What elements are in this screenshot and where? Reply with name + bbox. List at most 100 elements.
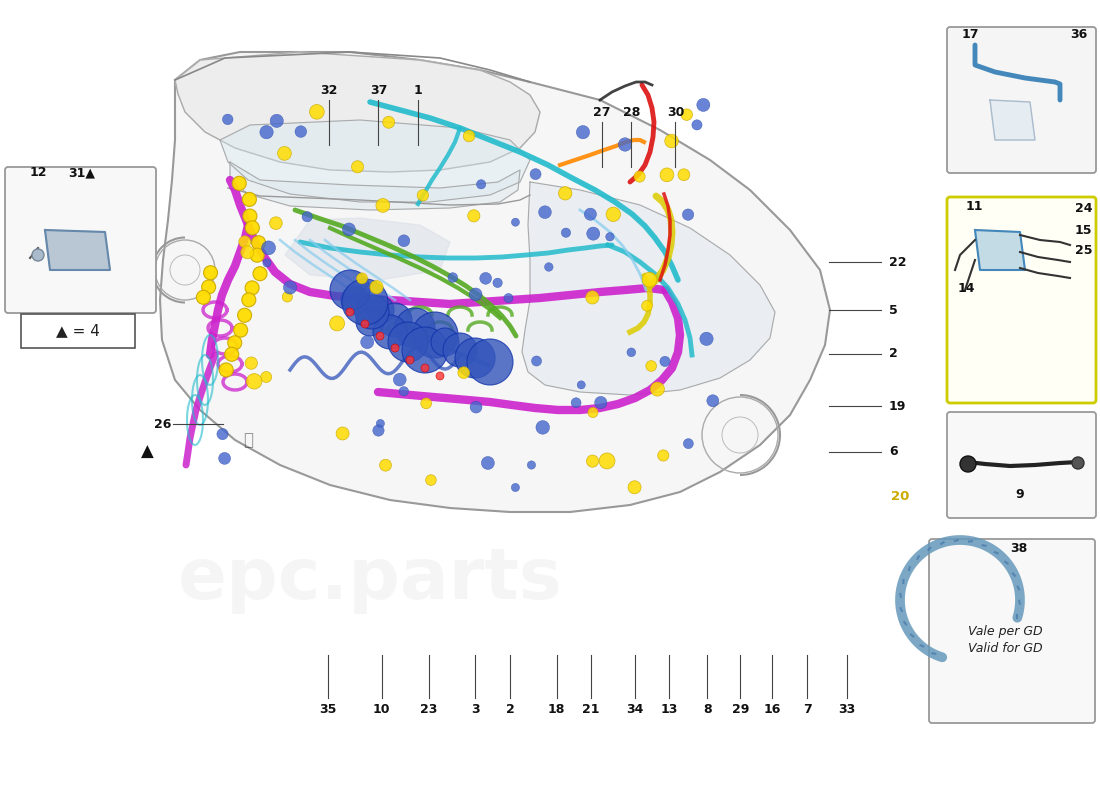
Text: 🐴: 🐴	[243, 431, 253, 449]
Circle shape	[356, 273, 367, 284]
Circle shape	[700, 332, 713, 346]
Circle shape	[246, 374, 262, 389]
Text: 37: 37	[370, 84, 387, 97]
Text: 5: 5	[889, 304, 898, 317]
Circle shape	[250, 248, 264, 262]
Circle shape	[217, 429, 228, 440]
FancyBboxPatch shape	[947, 197, 1096, 403]
Circle shape	[390, 344, 399, 352]
Circle shape	[448, 273, 458, 282]
Text: 23: 23	[420, 703, 438, 716]
Text: 13: 13	[660, 703, 678, 716]
Circle shape	[376, 332, 384, 340]
Circle shape	[261, 371, 272, 382]
Text: 6: 6	[889, 446, 898, 458]
Circle shape	[406, 356, 414, 364]
Circle shape	[658, 450, 669, 461]
Polygon shape	[230, 162, 520, 210]
Circle shape	[399, 386, 408, 396]
Text: Valid for GD: Valid for GD	[968, 642, 1043, 655]
Circle shape	[539, 206, 551, 218]
Circle shape	[361, 320, 368, 328]
Circle shape	[683, 438, 693, 449]
Circle shape	[426, 474, 437, 486]
Circle shape	[219, 363, 233, 377]
Circle shape	[642, 272, 657, 287]
Circle shape	[243, 209, 257, 223]
Circle shape	[417, 190, 429, 201]
Circle shape	[270, 217, 283, 230]
Circle shape	[330, 316, 344, 331]
Circle shape	[660, 356, 670, 366]
Circle shape	[586, 455, 598, 467]
Circle shape	[584, 208, 596, 220]
Circle shape	[302, 211, 312, 222]
Circle shape	[628, 481, 641, 494]
Circle shape	[530, 169, 541, 180]
Circle shape	[32, 249, 44, 261]
Text: 8: 8	[703, 703, 712, 716]
Text: 38: 38	[1010, 542, 1027, 555]
Circle shape	[587, 407, 598, 418]
Circle shape	[559, 186, 572, 200]
Circle shape	[262, 241, 276, 255]
Text: 2: 2	[506, 703, 515, 716]
Circle shape	[197, 290, 210, 304]
Circle shape	[232, 176, 246, 190]
Text: 10: 10	[373, 703, 390, 716]
Circle shape	[512, 483, 519, 492]
Polygon shape	[175, 52, 540, 172]
Circle shape	[330, 270, 370, 310]
Circle shape	[468, 210, 480, 222]
Circle shape	[650, 382, 664, 396]
Text: 22: 22	[889, 256, 906, 269]
Circle shape	[664, 134, 679, 148]
Polygon shape	[160, 52, 830, 512]
Circle shape	[222, 114, 233, 125]
Circle shape	[468, 339, 513, 385]
Circle shape	[606, 207, 620, 222]
Circle shape	[682, 209, 694, 220]
Circle shape	[458, 367, 470, 378]
Circle shape	[383, 116, 395, 128]
Circle shape	[402, 327, 448, 373]
Circle shape	[245, 281, 260, 295]
Circle shape	[238, 308, 252, 322]
Circle shape	[342, 279, 388, 325]
Circle shape	[600, 453, 615, 469]
Circle shape	[388, 322, 428, 362]
Circle shape	[379, 459, 392, 471]
Circle shape	[277, 146, 292, 160]
Circle shape	[260, 126, 273, 139]
Text: 2: 2	[889, 347, 898, 360]
Circle shape	[342, 223, 355, 236]
Circle shape	[707, 394, 718, 406]
Text: 9: 9	[1015, 488, 1024, 501]
Text: 31▲: 31▲	[68, 166, 95, 179]
Circle shape	[512, 218, 519, 226]
Circle shape	[224, 347, 239, 362]
Circle shape	[245, 221, 260, 235]
Text: 14: 14	[958, 282, 976, 295]
Circle shape	[960, 456, 976, 472]
Circle shape	[646, 361, 657, 371]
Text: epc.parts: epc.parts	[177, 546, 562, 614]
Circle shape	[239, 236, 251, 248]
FancyBboxPatch shape	[6, 167, 156, 313]
Text: 7: 7	[803, 703, 812, 716]
Text: 24: 24	[1075, 202, 1092, 215]
Text: 17: 17	[962, 28, 979, 41]
Text: 21: 21	[582, 703, 600, 716]
Circle shape	[366, 296, 394, 324]
Circle shape	[531, 356, 541, 366]
Text: 19: 19	[889, 400, 906, 413]
Circle shape	[681, 109, 693, 121]
Circle shape	[412, 312, 458, 358]
Circle shape	[627, 348, 636, 357]
Circle shape	[536, 421, 550, 434]
Text: 33: 33	[838, 703, 856, 716]
Text: 15: 15	[1075, 224, 1092, 237]
Text: 32: 32	[320, 84, 338, 97]
Text: 26: 26	[154, 418, 172, 430]
Text: 34: 34	[626, 703, 644, 716]
